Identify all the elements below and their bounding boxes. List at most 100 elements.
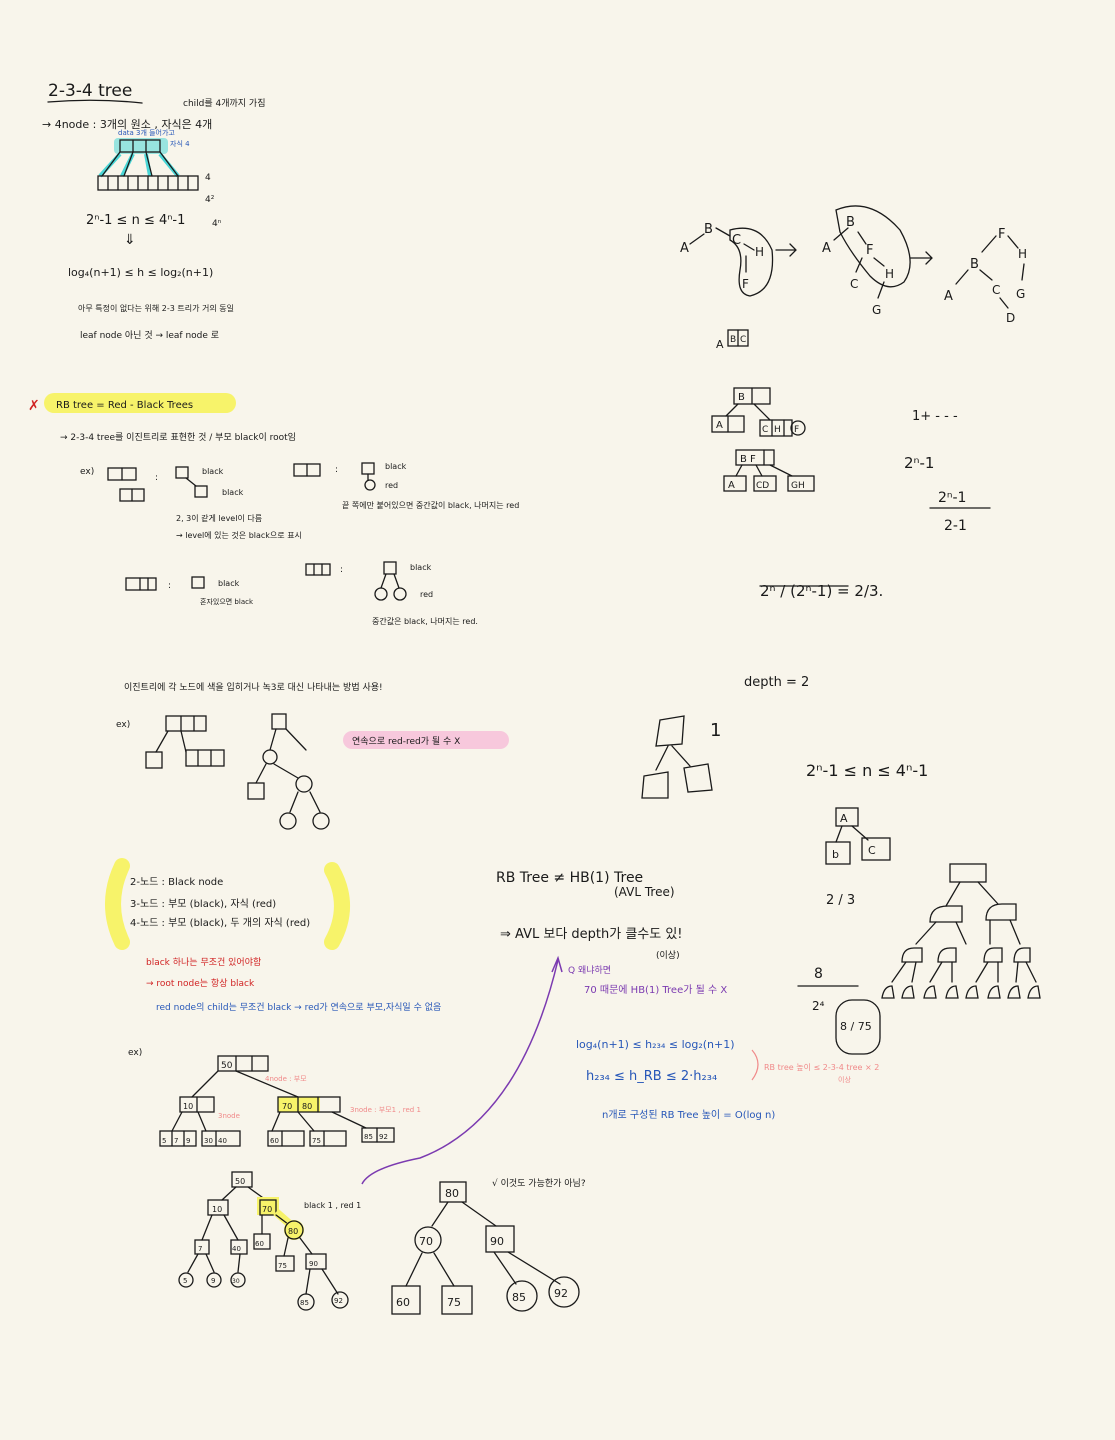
node4-line: 4-노드 : 부모 (black), 두 개의 자식 (red) [130, 917, 310, 929]
ex-label-1: ex) [80, 467, 94, 477]
idsang: (이상) [656, 950, 680, 961]
purple-arrow [361, 959, 559, 1185]
svg-text:A: A [680, 241, 689, 256]
svg-text:B: B [970, 257, 979, 272]
h-note: RB tree 높이 ≤ 2-3-4 tree × 2 [764, 1062, 879, 1072]
range-n: 2ⁿ-1 ≤ n ≤ 4ⁿ-1 [86, 213, 185, 228]
level-4n: 4ⁿ [212, 219, 222, 229]
svg-text:H: H [1018, 247, 1027, 261]
svg-text:50: 50 [235, 1177, 245, 1186]
red-star-icon: ✗ [28, 398, 40, 414]
ex2-diagrams: : black : black red [125, 561, 433, 601]
pow-minus: 2ⁿ-1 [904, 454, 934, 472]
rb-tree-example: 50 10 70 7 40 60 80 5 9 30 75 90 85 92 [178, 1171, 349, 1311]
q-reason: Q 왜냐하면 [568, 965, 611, 976]
fournode-def: → 4node : 3개의 원소 , 자식은 4개 [42, 118, 212, 131]
note-4node: 4node : 부모 [265, 1075, 307, 1083]
h-note-2: 이상 [838, 1075, 851, 1084]
svg-text:A: A [728, 480, 735, 491]
svg-text:80: 80 [302, 1102, 312, 1111]
down-arrow: ⇓ [124, 232, 136, 248]
svg-text:b: b [832, 848, 839, 861]
node3-line: 3-노드 : 부모 (black), 자식 (red) [130, 898, 276, 910]
svg-text:B: B [704, 222, 713, 237]
svg-text:90: 90 [309, 1260, 318, 1268]
rule-level-black: → level에 있는 것은 black으로 표시 [176, 530, 302, 540]
rule-middle: 끝 쪽에만 붙어있으면 중간값이 black, 나머지는 red [342, 500, 519, 510]
child-note: child를 4개까지 가짐 [183, 98, 266, 109]
h-range-1: log₄(n+1) ≤ h₂₃₄ ≤ log₂(n+1) [576, 1038, 735, 1051]
level-4: 4 [205, 173, 211, 183]
svg-text:H: H [774, 425, 781, 435]
h-brace [751, 1049, 759, 1081]
a-bc-tree: A b C [825, 807, 891, 865]
no-red-red-highlight [343, 731, 509, 749]
node2-line: 2-노드 : Black node [130, 876, 223, 888]
svg-text::: : [168, 581, 171, 591]
svg-text:40: 40 [232, 1245, 241, 1253]
yellow-bracket-right [324, 862, 350, 950]
title-underline [47, 99, 143, 104]
eight-over: 8 / 75 [840, 1020, 872, 1033]
svg-text:B: B [730, 335, 736, 345]
rule-bucket: 혼자있으면 black [200, 597, 254, 606]
big-o: n개로 구성된 RB Tree 높이 = O(log n) [602, 1109, 775, 1121]
svg-text:black: black [410, 563, 432, 572]
svg-text:85: 85 [364, 1133, 373, 1141]
svg-text:A: A [822, 241, 831, 256]
svg-text:7: 7 [198, 1245, 202, 1253]
svg-text:G: G [1016, 287, 1025, 301]
depth-label: depth = 2 [744, 675, 809, 690]
svg-text:92: 92 [379, 1133, 388, 1141]
svg-text:92: 92 [554, 1287, 568, 1300]
cm-tree [145, 713, 330, 830]
black-red-note: black 1 , red 1 [304, 1201, 361, 1210]
frac2-num: 2ⁿ-1 [938, 490, 966, 506]
svg-text:CD: CD [756, 481, 769, 491]
svg-text:75: 75 [312, 1137, 321, 1145]
blue-note: red node의 child는 무조건 black → red가 연속으로 부… [156, 1002, 441, 1013]
rb-title: RB tree = Red - Black Trees [56, 400, 193, 411]
note-2node: 3node : 부모1 , red 1 [350, 1106, 421, 1114]
svg-text:C: C [762, 425, 768, 435]
svg-text:60: 60 [396, 1296, 410, 1309]
svg-text:70: 70 [419, 1235, 433, 1248]
svg-text:40: 40 [218, 1137, 227, 1145]
svg-text:B: B [846, 215, 855, 230]
question-tree: 80 70 90 60 75 85 92 [391, 1181, 580, 1315]
rb-ne-hb: RB Tree ≠ HB(1) Tree [496, 870, 643, 886]
depth-tree [641, 715, 713, 799]
svg-text:A: A [944, 289, 953, 304]
svg-text:A: A [840, 812, 848, 825]
rule-same-level: 2, 3이 같게 level이 다름 [176, 513, 262, 523]
four-sq: 2⁴ [812, 999, 825, 1013]
svg-text:GH: GH [791, 481, 805, 491]
svg-text:5: 5 [162, 1137, 166, 1145]
svg-text:10: 10 [212, 1205, 222, 1214]
svg-text:10: 10 [183, 1102, 193, 1111]
yellow-bracket-left [105, 858, 130, 950]
rotation-diagram: A B C H F A B F C H G F H B A C G D [680, 205, 1027, 325]
height-range: log₄(n+1) ≤ h ≤ log₂(n+1) [68, 266, 213, 279]
svg-text::: : [335, 465, 338, 475]
level-4sq: 4² [205, 195, 215, 205]
svg-text:D: D [1006, 311, 1015, 325]
frac-big: 2ⁿ / (2ⁿ-1) = 2/3. [760, 582, 883, 600]
rb-desc: → 2-3-4 tree를 이진트리로 표현한 것 / 부모 black이 ro… [60, 431, 296, 443]
svg-text:90: 90 [490, 1235, 504, 1248]
leaf-note: leaf node 아닌 것 → leaf node 로 [80, 330, 219, 341]
frac2-den: 2-1 [944, 518, 967, 534]
svg-text:B: B [738, 392, 745, 403]
svg-text:9: 9 [186, 1137, 190, 1145]
svg-text:75: 75 [278, 1262, 287, 1270]
svg-text:70: 70 [282, 1102, 292, 1111]
svg-text:H: H [885, 267, 894, 281]
svg-text:30: 30 [204, 1137, 213, 1145]
svg-text:92: 92 [334, 1297, 343, 1305]
svg-text:50: 50 [221, 1061, 233, 1071]
